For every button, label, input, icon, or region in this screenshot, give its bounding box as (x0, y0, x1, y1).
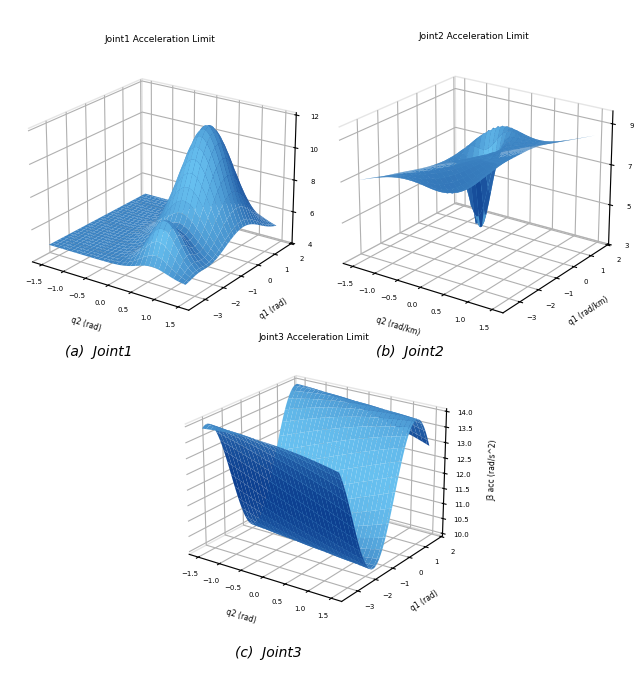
Text: (c)  Joint3: (c) Joint3 (236, 646, 302, 660)
X-axis label: q2 (rad/km): q2 (rad/km) (375, 315, 421, 337)
Text: (a)  Joint1: (a) Joint1 (65, 345, 133, 359)
Y-axis label: q1 (rad): q1 (rad) (258, 297, 289, 321)
Title: Joint1 Acceleration Limit: Joint1 Acceleration Limit (104, 36, 216, 44)
Y-axis label: q1 (rad/km): q1 (rad/km) (567, 295, 611, 327)
Y-axis label: q1 (rad): q1 (rad) (410, 589, 440, 614)
Title: Joint3 Acceleration Limit: Joint3 Acceleration Limit (258, 333, 369, 342)
Text: (b)  Joint2: (b) Joint2 (376, 345, 444, 359)
X-axis label: q2 (rad): q2 (rad) (225, 607, 257, 624)
X-axis label: q2 (rad): q2 (rad) (70, 315, 102, 333)
Title: Joint2 Acceleration Limit: Joint2 Acceleration Limit (418, 32, 529, 41)
